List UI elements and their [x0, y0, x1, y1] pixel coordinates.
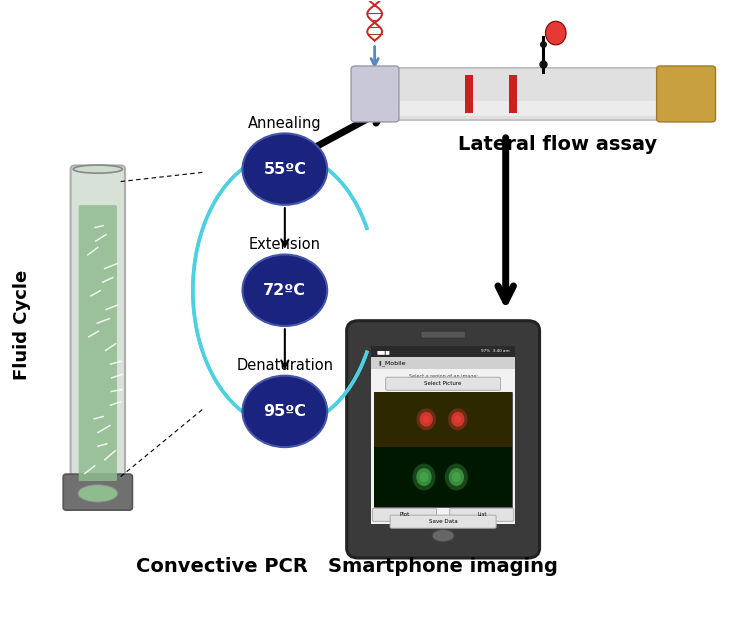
FancyBboxPatch shape: [466, 76, 472, 112]
Ellipse shape: [420, 472, 429, 482]
FancyBboxPatch shape: [450, 509, 514, 521]
Text: IJ_Mobile: IJ_Mobile: [378, 361, 406, 366]
Text: Denaturation: Denaturation: [236, 358, 333, 373]
Text: 95ºC: 95ºC: [263, 404, 307, 419]
FancyBboxPatch shape: [64, 474, 132, 510]
FancyBboxPatch shape: [78, 205, 117, 481]
Text: 55ºC: 55ºC: [263, 162, 307, 177]
Ellipse shape: [242, 376, 327, 447]
FancyBboxPatch shape: [371, 346, 515, 524]
Ellipse shape: [412, 464, 435, 490]
FancyBboxPatch shape: [378, 101, 666, 116]
Ellipse shape: [417, 408, 436, 430]
Ellipse shape: [242, 255, 327, 326]
Text: Smartphone imaging: Smartphone imaging: [328, 557, 558, 577]
FancyBboxPatch shape: [371, 346, 515, 358]
Text: Save Data: Save Data: [429, 519, 457, 524]
Text: 97%  3:40 am: 97% 3:40 am: [481, 349, 509, 353]
FancyBboxPatch shape: [390, 515, 496, 528]
FancyBboxPatch shape: [386, 378, 500, 390]
Text: Fluid Cycle: Fluid Cycle: [13, 270, 31, 379]
Ellipse shape: [420, 412, 433, 427]
Ellipse shape: [423, 415, 429, 423]
Text: Select a region of an image:: Select a region of an image:: [409, 374, 477, 379]
Text: List: List: [477, 512, 486, 517]
FancyBboxPatch shape: [372, 68, 668, 120]
Ellipse shape: [452, 472, 460, 482]
Ellipse shape: [445, 464, 468, 490]
FancyBboxPatch shape: [71, 165, 125, 490]
FancyBboxPatch shape: [372, 509, 437, 521]
Ellipse shape: [242, 134, 327, 205]
FancyBboxPatch shape: [351, 66, 399, 122]
Text: Plot: Plot: [399, 512, 409, 517]
Text: ■■■: ■■■: [377, 349, 391, 354]
FancyBboxPatch shape: [347, 321, 539, 558]
FancyBboxPatch shape: [374, 391, 512, 507]
FancyBboxPatch shape: [509, 76, 517, 112]
Ellipse shape: [454, 415, 461, 423]
Text: Select Picture: Select Picture: [424, 381, 462, 386]
Text: Annealing: Annealing: [248, 115, 321, 130]
Ellipse shape: [452, 412, 465, 427]
FancyBboxPatch shape: [371, 358, 515, 369]
Text: Lateral flow assay: Lateral flow assay: [457, 135, 657, 154]
Ellipse shape: [73, 165, 123, 173]
Ellipse shape: [78, 485, 118, 502]
Ellipse shape: [449, 468, 464, 486]
FancyBboxPatch shape: [374, 447, 512, 507]
Text: 72ºC: 72ºC: [263, 283, 307, 298]
FancyBboxPatch shape: [657, 66, 715, 122]
Text: Extension: Extension: [249, 236, 321, 251]
FancyBboxPatch shape: [421, 331, 466, 338]
Ellipse shape: [416, 468, 432, 486]
Ellipse shape: [448, 408, 468, 430]
Text: Convective PCR: Convective PCR: [136, 557, 308, 577]
Ellipse shape: [545, 21, 566, 45]
FancyBboxPatch shape: [374, 391, 512, 447]
Ellipse shape: [432, 529, 454, 542]
